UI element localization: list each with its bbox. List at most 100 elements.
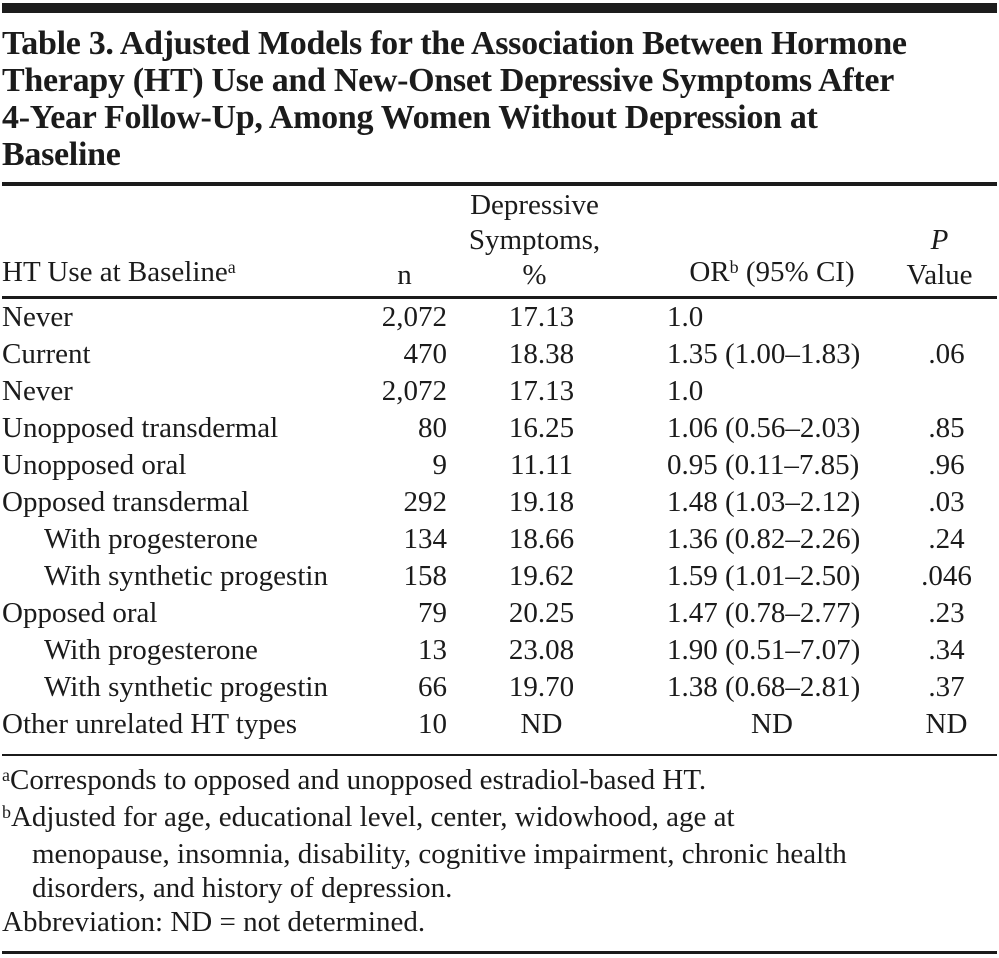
pct-value: 18.66: [508, 523, 575, 555]
header-label: HT Use at Baseline: [2, 256, 228, 288]
data-table: HT Use at Baselinea n Depressive Symptom…: [2, 186, 997, 743]
n-value: 80: [418, 412, 447, 444]
footnote-a-text: Corresponds to opposed and unopposed est…: [9, 764, 707, 796]
column-header-or-ci: ORb (95% CI): [622, 186, 882, 299]
pct-value: 19.62: [508, 560, 575, 592]
p-value: .03: [928, 486, 965, 518]
or-ci-value: 1.06 (0.56–2.03): [667, 412, 861, 444]
row-label: With synthetic progestin: [44, 560, 328, 592]
n-value: 2,072: [381, 375, 447, 407]
column-header-ht-use: HT Use at Baselinea: [2, 186, 362, 299]
row-label: Opposed transdermal: [2, 486, 250, 518]
footnote-abbreviation: Abbreviation: ND = not determined.: [2, 906, 426, 938]
n-value: 470: [403, 338, 448, 370]
header-row: HT Use at Baselinea n Depressive Symptom…: [2, 186, 997, 299]
table-row-indented: With progesterone 13 23.08 1.90 (0.51–7.…: [2, 632, 997, 669]
header-label: Depressive: [470, 189, 599, 221]
header-label: %: [522, 259, 547, 291]
table-title-line: Baseline: [2, 136, 121, 173]
footnote-marker-a: a: [2, 764, 10, 785]
row-label: Never: [2, 375, 73, 407]
header-label: OR: [689, 256, 730, 288]
n-value: 79: [418, 597, 447, 629]
or-ci-value: 1.38 (0.68–2.81): [667, 671, 861, 703]
rule-under-table-body: [2, 754, 997, 756]
column-header-n: n: [362, 186, 447, 299]
row-label: With progesterone: [44, 634, 258, 666]
top-divider-bar: [2, 3, 997, 13]
table-row: Never 2,072 17.13 1.0: [2, 298, 997, 337]
footnote-b: bAdjusted for age, educational level, ce…: [2, 800, 997, 905]
header-label: P: [930, 224, 949, 256]
header-label: Value: [906, 259, 973, 291]
table-row: Unopposed transdermal 80 16.25 1.06 (0.5…: [2, 410, 997, 447]
or-ci-value: 1.47 (0.78–2.77): [667, 597, 861, 629]
p-value: .37: [928, 671, 965, 703]
footnote-marker-a: a: [227, 256, 236, 277]
or-ci-value: 1.35 (1.00–1.83): [667, 338, 861, 370]
pct-value: 17.13: [508, 301, 575, 333]
or-ci-value: 1.90 (0.51–7.07): [667, 634, 861, 666]
p-value: .046: [921, 560, 972, 592]
or-ci-value: 1.48 (1.03–2.12): [667, 486, 861, 518]
column-header-depressive-symptoms: Depressive Symptoms, %: [447, 186, 622, 299]
or-ci-value: 1.0: [667, 375, 704, 407]
column-header-p-value: P Value: [882, 186, 997, 299]
row-label: Unopposed oral: [2, 449, 187, 481]
pct-value: 18.38: [508, 338, 575, 370]
p-value: ND: [925, 708, 968, 740]
footnote-marker-b: b: [729, 256, 739, 277]
row-label: With progesterone: [44, 523, 258, 555]
pct-value: 11.11: [509, 449, 574, 481]
table-row-indented: With synthetic progestin 66 19.70 1.38 (…: [2, 669, 997, 706]
pct-value: 19.70: [508, 671, 575, 703]
n-value: 292: [403, 486, 448, 518]
or-ci-value: 0.95 (0.11–7.85): [667, 449, 860, 481]
footnote-a: aCorresponds to opposed and unopposed es…: [2, 763, 997, 800]
n-value: 9: [432, 449, 448, 481]
table-row-indented: With progesterone 134 18.66 1.36 (0.82–2…: [2, 521, 997, 558]
table-row: Opposed transdermal 292 19.18 1.48 (1.03…: [2, 484, 997, 521]
table-title-line: Table 3. Adjusted Models for the Associa…: [2, 25, 907, 62]
pct-value: 17.13: [508, 375, 575, 407]
pct-value: ND: [520, 708, 563, 740]
p-value: .85: [928, 412, 965, 444]
or-ci-value: 1.59 (1.01–2.50): [667, 560, 861, 592]
pct-value: 23.08: [508, 634, 575, 666]
p-value: [882, 373, 997, 410]
table-footnotes: aCorresponds to opposed and unopposed es…: [2, 763, 997, 939]
p-value: .06: [928, 338, 965, 370]
table-title-line: 4-Year Follow-Up, Among Women Without De…: [2, 99, 818, 136]
table-row: Never 2,072 17.13 1.0: [2, 373, 997, 410]
p-value: [882, 298, 997, 337]
pct-value: 20.25: [508, 597, 575, 629]
bottom-divider-rule: [2, 951, 997, 954]
p-value: .34: [928, 634, 965, 666]
row-label: Opposed oral: [2, 597, 158, 629]
row-label: Current: [2, 338, 91, 370]
header-label: n: [397, 259, 412, 291]
table-body: Never 2,072 17.13 1.0 Current 470 18.38 …: [2, 298, 997, 744]
row-label: Never: [2, 301, 73, 333]
or-ci-value: ND: [751, 708, 793, 740]
p-value: .96: [928, 449, 965, 481]
n-value: 10: [418, 708, 447, 740]
n-value: 158: [403, 560, 448, 592]
table-row: Opposed oral 79 20.25 1.47 (0.78–2.77) .…: [2, 595, 997, 632]
table-title-line: Therapy (HT) Use and New-Onset Depressiv…: [2, 62, 895, 99]
footnote-b-text-line: disorders, and history of depression.: [32, 872, 453, 904]
pct-value: 19.18: [508, 486, 575, 518]
footnote-marker-b: b: [2, 801, 11, 822]
n-value: 134: [403, 523, 448, 555]
n-value: 2,072: [381, 301, 447, 333]
header-label: Symptoms,: [468, 224, 601, 256]
pct-value: 16.25: [508, 412, 575, 444]
n-value: 66: [418, 671, 447, 703]
table-header: HT Use at Baselinea n Depressive Symptom…: [2, 186, 997, 299]
row-label: With synthetic progestin: [44, 671, 328, 703]
p-value: .23: [928, 597, 965, 629]
header-label: (95% CI): [738, 256, 855, 288]
table-row-indented: With synthetic progestin 158 19.62 1.59 …: [2, 558, 997, 595]
or-ci-value: 1.36 (0.82–2.26): [667, 523, 861, 555]
